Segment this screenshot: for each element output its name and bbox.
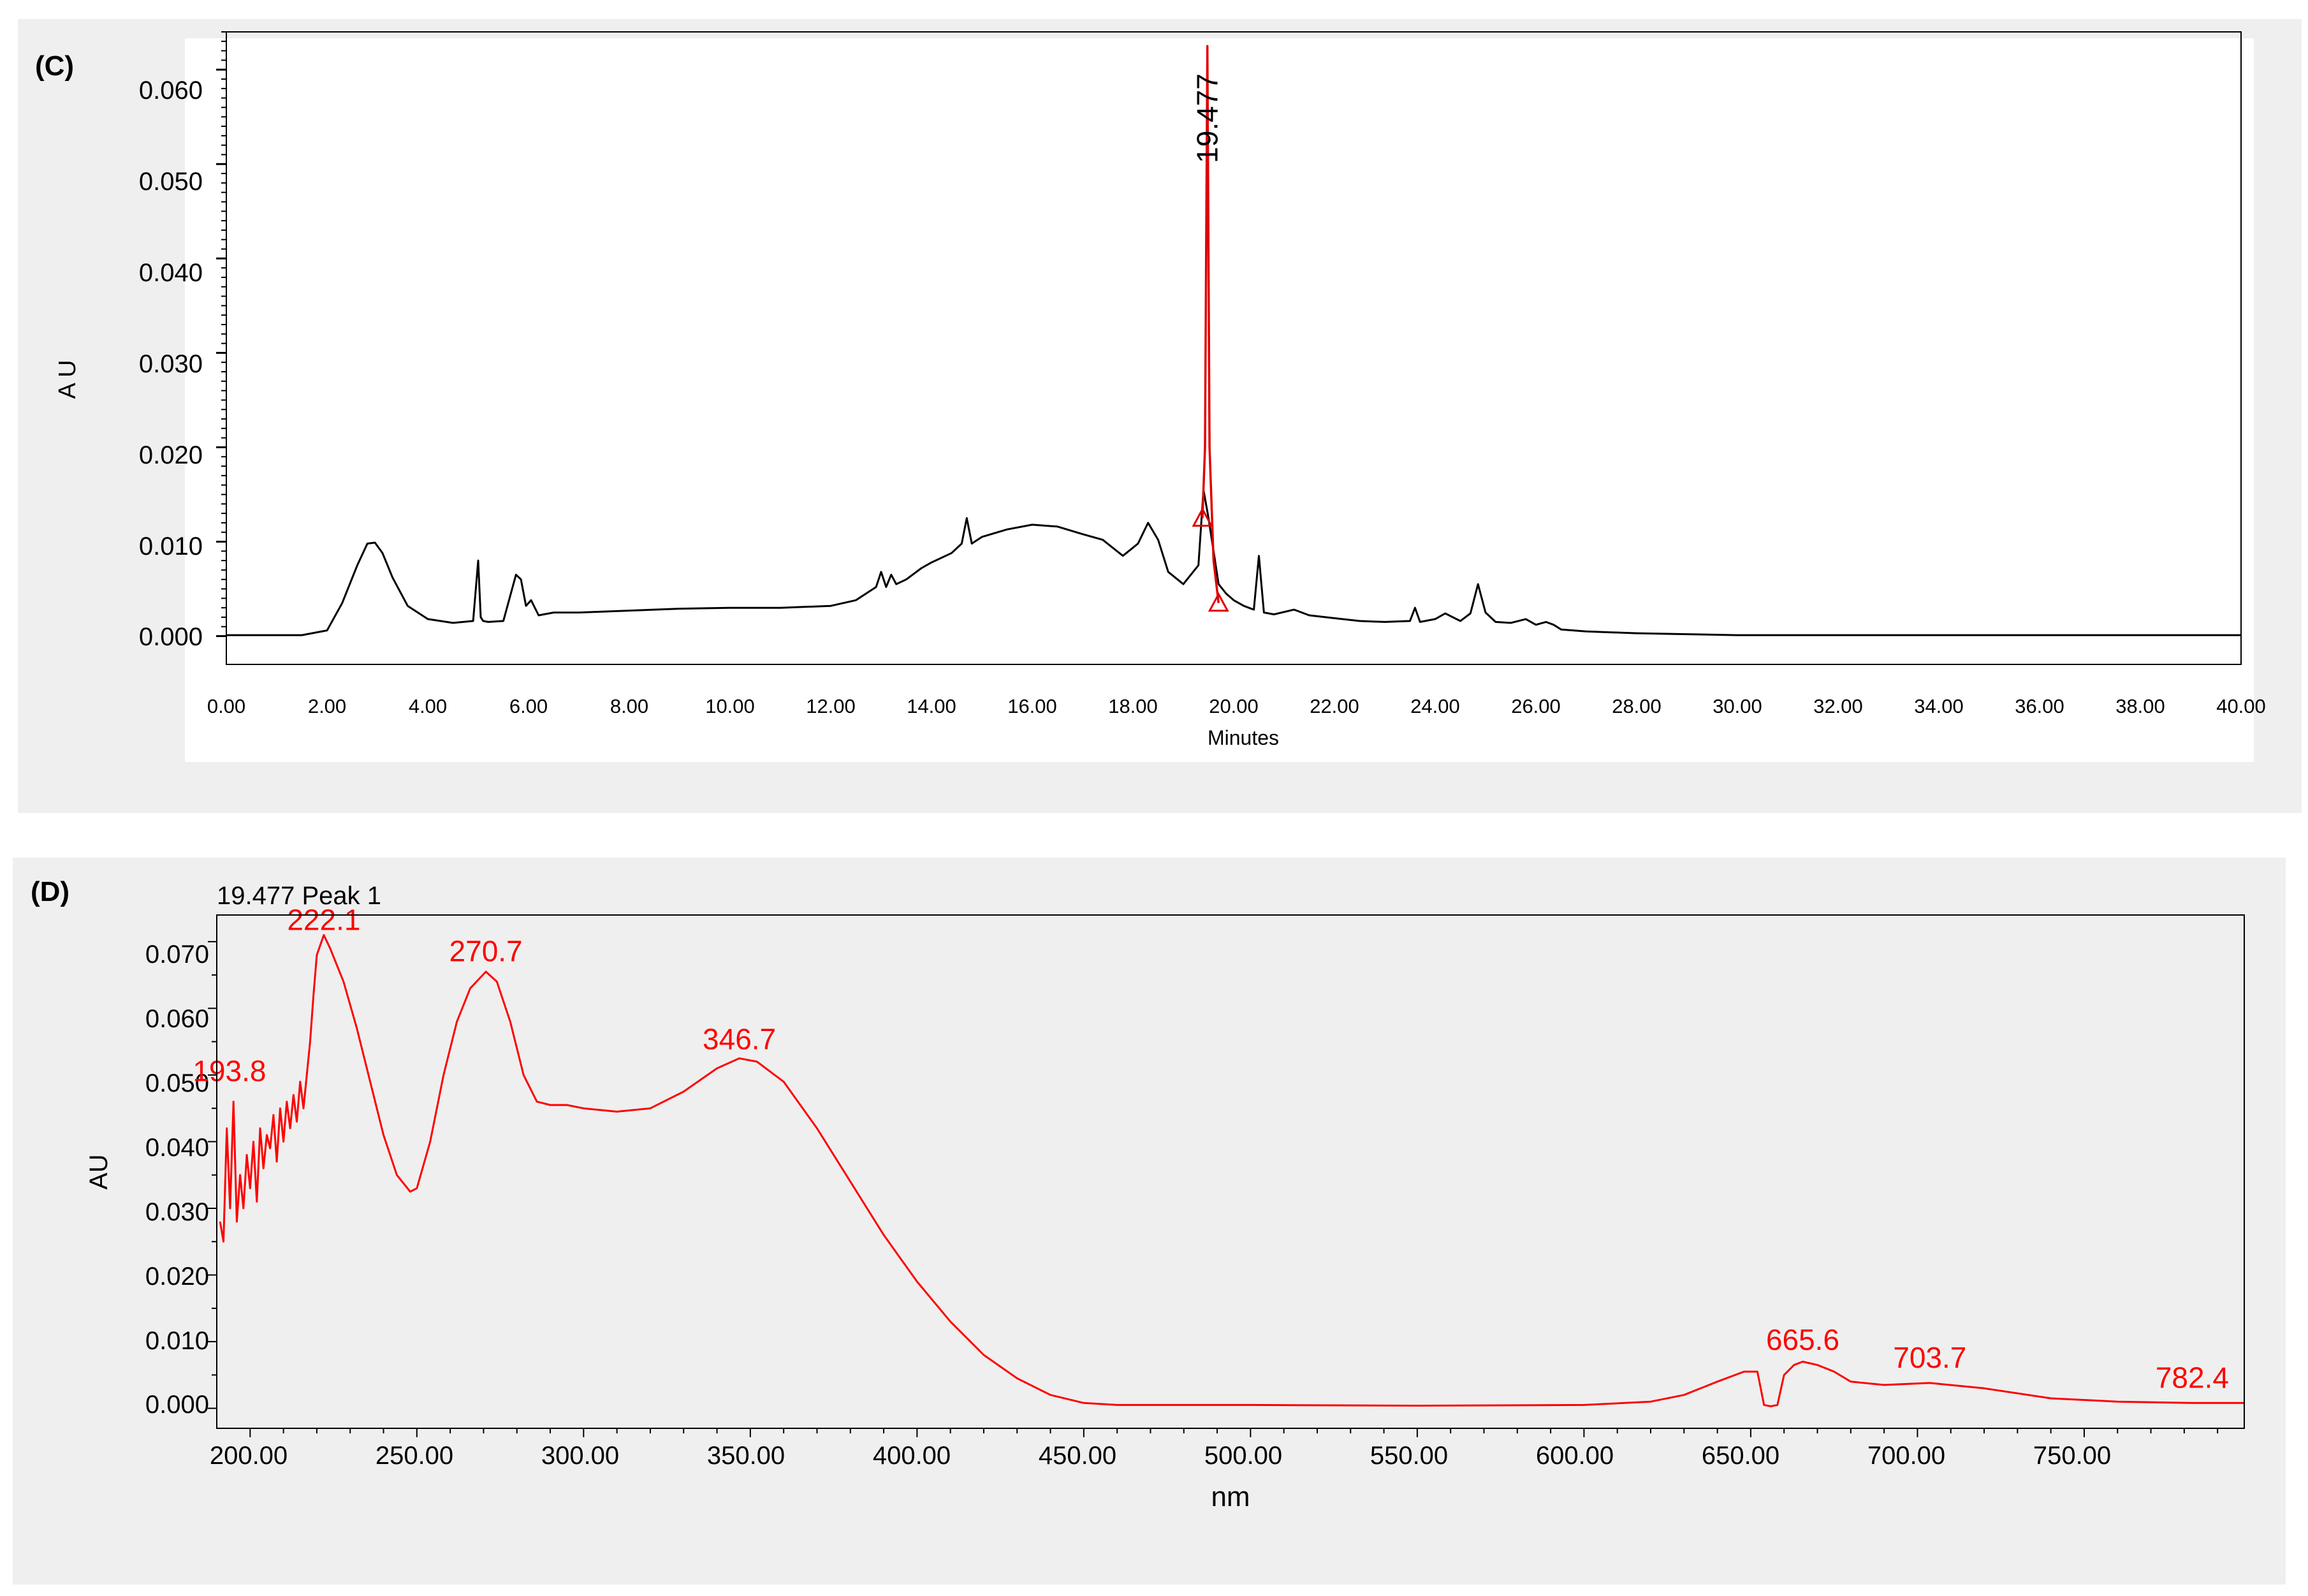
- panel-d-x-axis-label: nm: [1211, 1481, 1250, 1512]
- panel-d-plot-frame: [216, 914, 2245, 1429]
- panel-c-x-tick-label: 2.00: [308, 695, 346, 717]
- panel-c-peak-label: 19.477: [1191, 73, 1224, 163]
- panel-c-x-tick-label: 16.00: [1007, 695, 1057, 717]
- panel-c-x-tick-label: 14.00: [907, 695, 956, 717]
- panel-c-x-tick-labels: 0.00 2.00 4.00 6.00 8.00 10.00 12.00 14.…: [207, 695, 2266, 717]
- panel-c-x-tick-label: 24.00: [1410, 695, 1460, 717]
- panel-d-x-tick-label: 650.00: [1702, 1442, 1779, 1470]
- panel-c-x-tick-label: 26.00: [1511, 695, 1561, 717]
- panel-d-y-tick-label: 0.020: [145, 1263, 209, 1291]
- panel-d-y-tick-label: 0.000: [145, 1391, 209, 1419]
- panel-c-x-tick-label: 32.00: [1813, 695, 1863, 717]
- panel-c-peak-marker: [1192, 507, 1213, 527]
- panel-d-y-tick-labels: 0.000 0.010 0.020 0.030 0.040 0.050 0.06…: [145, 941, 209, 1419]
- panel-d-x-tick-label: 200.00: [210, 1442, 288, 1470]
- panel-c-peak-marker: [1208, 592, 1229, 612]
- panel-c-x-tick-label: 0.00: [207, 695, 245, 717]
- panel-c-x-tick-label: 10.00: [705, 695, 755, 717]
- panel-d-x-tick-label: 350.00: [707, 1442, 785, 1470]
- panel-c-x-tick-label: 34.00: [1914, 695, 1964, 717]
- panel-c-y-tick-labels: 0.000 0.010 0.020 0.030 0.040 0.050 0.06…: [139, 77, 203, 651]
- panel-d-peak-label: 193.8: [193, 1055, 266, 1088]
- panel-c-x-tick-label: 6.00: [509, 695, 548, 717]
- panel-d-x-tick-label: 500.00: [1204, 1442, 1282, 1470]
- panel-d-tick-marks: [208, 941, 2219, 1437]
- panel-c-x-tick-label: 4.00: [409, 695, 447, 717]
- panel-c-y-tick-label: 0.060: [139, 77, 203, 105]
- panel-d-x-tick-label: 400.00: [873, 1442, 951, 1470]
- panel-d-y-tick-label: 0.060: [145, 1005, 209, 1033]
- panel-c-x-tick-label: 12.00: [806, 695, 856, 717]
- panel-c-y-tick-label: 0.000: [139, 623, 203, 651]
- panel-c-x-tick-label: 8.00: [610, 695, 648, 717]
- panel-c-x-tick-label: 36.00: [2015, 695, 2064, 717]
- panel-d-x-tick-labels: 200.00 250.00 300.00 350.00 400.00 450.0…: [210, 1442, 2111, 1470]
- panel-d-peak-label: 346.7: [703, 1022, 776, 1055]
- panel-d-y-tick-label: 0.050: [145, 1069, 209, 1097]
- panel-c-inner-background: [185, 38, 2254, 762]
- panel-d-peak-label: 782.4: [2156, 1361, 2229, 1395]
- panel-d-plot-area: [219, 933, 2244, 1407]
- panel-c-y-tick-label: 0.030: [139, 350, 203, 378]
- panel-c-tick-marks: [216, 31, 226, 638]
- panel-c-integrated-peak-line: [1201, 45, 1220, 604]
- panel-c-x-tick-label: 28.00: [1612, 695, 1662, 717]
- panel-c-x-tick-label: 18.00: [1108, 695, 1158, 717]
- panel-d-x-tick-label: 450.00: [1039, 1442, 1116, 1470]
- panel-c-y-axis-label: A U: [54, 360, 81, 399]
- panel-c-label: (C): [35, 50, 74, 82]
- panel-d-x-tick-label: 700.00: [1867, 1442, 1945, 1470]
- panel-c-y-tick-label: 0.010: [139, 532, 203, 560]
- panel-c-x-tick-label: 38.00: [2115, 695, 2165, 717]
- panel-d-title: 19.477 Peak 1: [217, 882, 381, 910]
- panel-d-peak-label: 703.7: [1893, 1341, 1966, 1374]
- panel-c-x-tick-label: 30.00: [1713, 695, 1762, 717]
- panel-d-peak-label: 222.1: [287, 903, 360, 936]
- panel-c-chromatogram-line: [226, 488, 2241, 636]
- panel-c-y-tick-label: 0.050: [139, 168, 203, 196]
- panel-d-y-tick-label: 0.030: [145, 1198, 209, 1226]
- panel-d-x-tick-label: 250.00: [376, 1442, 453, 1470]
- panel-d-background: [13, 858, 2286, 1585]
- panel-d-y-axis-label: AU: [85, 1154, 113, 1190]
- panel-d-y-tick-label: 0.070: [145, 941, 209, 969]
- panel-c-x-tick-label: 40.00: [2216, 695, 2266, 717]
- panel-c-plot-frame: [226, 31, 2242, 665]
- panel-d-x-tick-label: 600.00: [1536, 1442, 1614, 1470]
- panel-d-spectrum-line: [219, 933, 2244, 1407]
- panel-c-y-tick-label: 0.040: [139, 259, 203, 287]
- panel-c-plot-area: [226, 45, 2241, 636]
- panel-d-y-tick-label: 0.040: [145, 1134, 209, 1162]
- panel-d-x-tick-label: 750.00: [2033, 1442, 2111, 1470]
- panel-c-y-tick-label: 0.020: [139, 441, 203, 469]
- panel-c-x-tick-label: 22.00: [1310, 695, 1359, 717]
- panel-d-x-tick-label: 550.00: [1370, 1442, 1448, 1470]
- panel-d-y-tick-label: 0.010: [145, 1327, 209, 1355]
- panel-d-peak-label: 665.6: [1766, 1323, 1839, 1356]
- panel-d-x-tick-label: 300.00: [541, 1442, 619, 1470]
- panel-d-label: (D): [31, 876, 69, 907]
- panel-c-x-tick-label: 20.00: [1209, 695, 1259, 717]
- panel-d: (D) 19.477 Peak 1 AU nm 0.000 0.010 0.02…: [13, 858, 2286, 1585]
- panel-c-x-axis-label: Minutes: [1208, 726, 1279, 749]
- panel-c: (C) A U Minutes 0.000 0.010 0.020 0.030 …: [18, 19, 2302, 813]
- panel-d-peak-label: 270.7: [449, 934, 523, 967]
